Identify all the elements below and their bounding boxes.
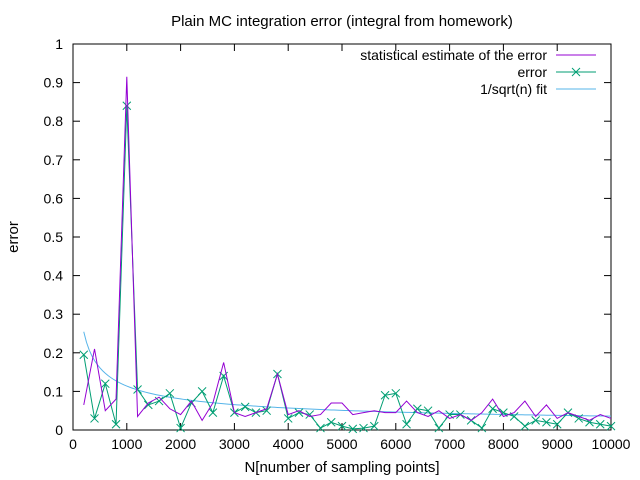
data-point-error bbox=[434, 423, 444, 433]
data-point-error bbox=[305, 410, 315, 419]
data-point-error bbox=[240, 402, 250, 412]
data-point-error bbox=[262, 406, 272, 416]
x-tick-label: 2000 bbox=[165, 436, 196, 452]
data-point-error bbox=[595, 419, 605, 429]
x-tick-label: 4000 bbox=[273, 436, 304, 452]
series-line-error bbox=[83, 105, 612, 430]
x-tick-label: 10000 bbox=[592, 436, 631, 452]
legend-entry-stat: statistical estimate of the error bbox=[360, 47, 596, 63]
data-point-error bbox=[520, 421, 530, 431]
data-point-error bbox=[208, 408, 218, 417]
y-tick-label: 0.9 bbox=[44, 75, 64, 91]
legend-entry-error: error bbox=[517, 64, 596, 80]
data-point-error bbox=[369, 421, 379, 431]
y-tick-label: 0.6 bbox=[44, 190, 64, 206]
y-tick-label: 0 bbox=[55, 422, 63, 438]
data-point-error bbox=[122, 101, 132, 111]
data-point-error bbox=[337, 421, 347, 431]
data-point-error bbox=[348, 424, 358, 434]
data-point-error bbox=[380, 390, 390, 400]
plot-frame bbox=[72, 43, 612, 431]
data-point-error bbox=[197, 387, 207, 396]
data-point-error bbox=[100, 379, 110, 389]
y-tick-label: 0.8 bbox=[44, 113, 64, 129]
data-point-error bbox=[488, 404, 497, 414]
x-tick-label: 3000 bbox=[219, 436, 250, 452]
data-point-error bbox=[143, 400, 153, 410]
data-point-error bbox=[316, 423, 325, 433]
legend-label-stat: statistical estimate of the error bbox=[360, 47, 547, 63]
y-tick-label: 0.2 bbox=[44, 345, 64, 361]
data-point-error bbox=[477, 423, 487, 433]
data-point-error bbox=[165, 388, 175, 398]
data-point-error bbox=[606, 421, 616, 431]
data-point-error bbox=[283, 414, 293, 423]
x-tick-label: 1000 bbox=[111, 436, 142, 452]
y-tick-label: 0.7 bbox=[44, 152, 64, 168]
x-axis-label: N[number of sampling points] bbox=[244, 459, 439, 476]
y-tick-label: 0.5 bbox=[44, 229, 64, 245]
series-line-fit bbox=[83, 331, 612, 417]
y-tick-label: 1 bbox=[55, 36, 63, 52]
data-point-error bbox=[402, 419, 411, 429]
x-tick-label: 8000 bbox=[488, 436, 519, 452]
data-point-error bbox=[412, 404, 422, 414]
y-tick-label: 0.3 bbox=[44, 306, 64, 322]
data-point-error bbox=[423, 406, 433, 416]
data-point-error bbox=[111, 419, 121, 429]
legend-x-marker bbox=[571, 67, 581, 77]
x-tick-label: 5000 bbox=[326, 436, 357, 452]
legend: statistical estimate of the error error … bbox=[360, 47, 596, 97]
data-point-error bbox=[133, 385, 142, 394]
legend-label-error: error bbox=[517, 64, 547, 80]
data-point-error bbox=[90, 414, 99, 423]
x-tick-label: 6000 bbox=[380, 436, 411, 452]
data-point-error bbox=[79, 350, 89, 360]
axis-ticks: 0 1000 2000 3000 4000 5000 6000 7000 8000 9000 100… bbox=[44, 36, 631, 452]
x-tick-label: 7000 bbox=[434, 436, 465, 452]
x-tick-label: 9000 bbox=[542, 436, 573, 452]
data-point-error bbox=[294, 408, 304, 417]
data-point-error bbox=[391, 388, 401, 398]
data-point-error bbox=[542, 417, 551, 427]
data-point-error bbox=[552, 419, 562, 429]
y-axis-label: error bbox=[5, 221, 22, 253]
data-point-error bbox=[531, 415, 541, 425]
legend-marker-error bbox=[571, 67, 581, 77]
data-point-error bbox=[359, 423, 368, 433]
series-layer bbox=[79, 76, 616, 434]
legend-entry-fit: 1/sqrt(n) fit bbox=[480, 81, 596, 97]
series-line-stat bbox=[83, 76, 612, 422]
y-tick-label: 0.4 bbox=[44, 268, 64, 284]
chart-title: Plain MC integration error (integral fro… bbox=[171, 13, 513, 30]
data-point-error bbox=[176, 423, 185, 433]
legend-label-fit: 1/sqrt(n) fit bbox=[480, 81, 547, 97]
y-tick-label: 0.1 bbox=[44, 383, 64, 399]
data-point-error bbox=[326, 417, 336, 427]
x-tick-label: 0 bbox=[69, 436, 77, 452]
